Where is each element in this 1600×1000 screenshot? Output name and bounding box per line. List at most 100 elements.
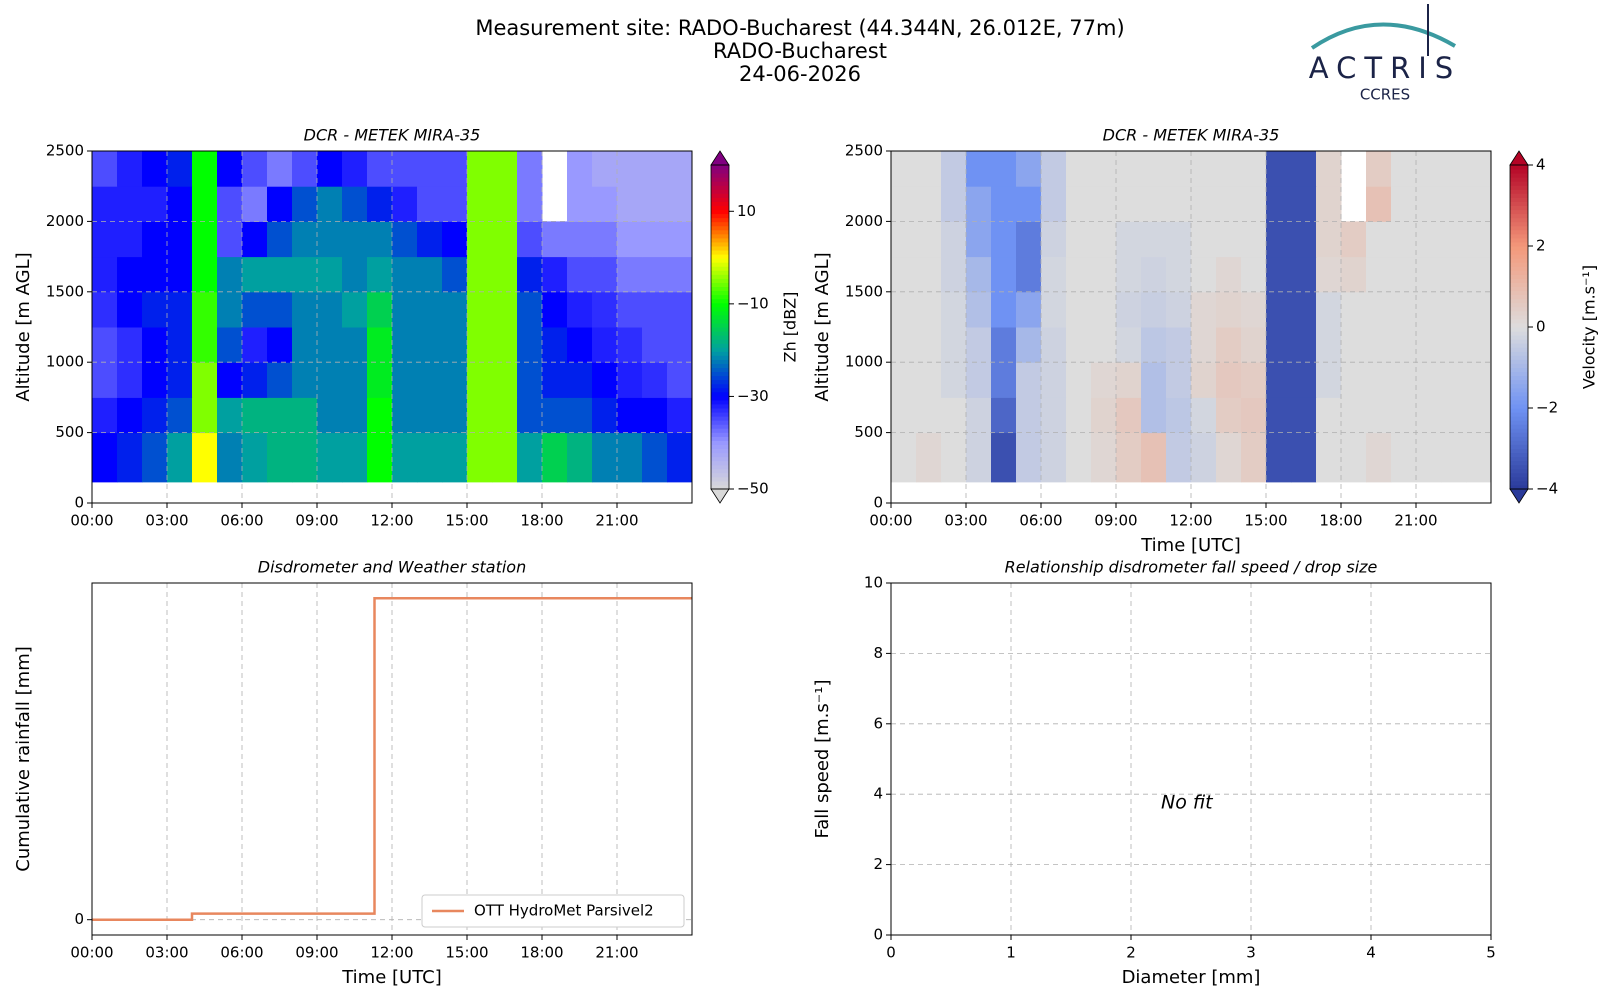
heat-cell (92, 186, 118, 222)
plot-area (891, 583, 1491, 935)
colorbar-segment (1510, 412, 1528, 417)
heat-cell (142, 362, 168, 398)
colorbar-segment (1510, 322, 1528, 328)
heat-cell (1191, 397, 1217, 434)
heat-cell (167, 432, 193, 483)
heat-cell (592, 221, 618, 258)
heat-cell (1291, 291, 1317, 328)
heat-cell (567, 327, 593, 363)
heat-cell (667, 432, 693, 483)
colorbar-segment (1510, 225, 1528, 231)
heat-cell (167, 221, 193, 258)
heat-cell (242, 327, 268, 363)
heat-cell (1141, 432, 1167, 483)
heat-cell (991, 151, 1017, 187)
y-tick-label: 0 (74, 494, 84, 512)
colorbar-segment (1510, 185, 1528, 190)
heat-cell (1016, 432, 1042, 483)
heat-cell (567, 291, 593, 328)
heat-cell (1191, 432, 1217, 483)
colorbar-segment (711, 229, 729, 235)
heat-cell (617, 291, 643, 328)
colorbar-segment (711, 258, 729, 263)
heat-cell (542, 432, 568, 483)
x-tick-label: 03:00 (944, 512, 987, 530)
y-tick-label: 4 (873, 785, 883, 803)
heat-cell (1441, 362, 1467, 398)
heat-cell (1091, 291, 1117, 328)
heat-cell (192, 362, 218, 398)
heat-cell (1116, 151, 1142, 187)
heat-cell (492, 432, 518, 483)
heat-cell (1091, 221, 1117, 258)
heat-cell (1316, 327, 1342, 363)
x-tick-label: 18:00 (520, 512, 563, 530)
colorbar-segment (711, 424, 729, 429)
heat-cell (292, 397, 318, 434)
heat-cell (417, 151, 443, 187)
heat-cell (642, 291, 668, 328)
panel: OTT HydroMet Parsivel2 00:00 03:00 06:00 09:… (13, 558, 693, 988)
heat-cell (317, 327, 343, 363)
heat-cell (1266, 362, 1292, 398)
colorbar-segment (711, 448, 729, 454)
heat-cell (1016, 186, 1042, 222)
colorbar-segment (711, 395, 729, 401)
colorbar-segment (711, 225, 729, 231)
colorbar-segment (1510, 306, 1528, 312)
heat-cell (1166, 362, 1192, 398)
heat-cell (542, 327, 568, 363)
heat-cell (1316, 221, 1342, 258)
heat-cell (242, 151, 268, 187)
heat-cell (642, 327, 668, 363)
heat-cell (242, 221, 268, 258)
x-tick-label: 15:00 (445, 512, 488, 530)
colorbar-segment (1510, 436, 1528, 441)
heat-cell (966, 151, 992, 187)
heat-cell (417, 362, 443, 398)
heat-cell (991, 362, 1017, 398)
heat-cell (991, 432, 1017, 483)
heat-cell (567, 397, 593, 434)
colorbar-tick-label: −30 (737, 387, 769, 405)
heat-cell (1066, 327, 1092, 363)
heat-cell (1466, 291, 1492, 328)
colorbar-segment (711, 250, 729, 255)
colorbar-segment (1510, 468, 1528, 474)
y-tick-label: 1000 (845, 353, 883, 371)
colorbar-segment (1510, 217, 1528, 223)
logo-arc (1310, 22, 1457, 50)
heat-cell (1091, 186, 1117, 222)
heat-cell (242, 186, 268, 222)
y-axis-label: Altitude [m AGL] (812, 252, 833, 401)
colorbar-segment (1510, 318, 1528, 324)
heat-cell (592, 397, 618, 434)
colorbar-segment (1510, 355, 1528, 360)
colorbar-segment (1510, 379, 1528, 385)
heat-cell (367, 397, 393, 434)
heat-cell (192, 397, 218, 434)
heat-cell (1066, 186, 1092, 222)
colorbar-segment (1510, 290, 1528, 296)
colorbar-extend-bottom (1509, 488, 1529, 504)
heat-cell (167, 397, 193, 434)
y-tick-label: 8 (873, 644, 883, 662)
heat-cell (667, 291, 693, 328)
colorbar-segment (711, 189, 729, 194)
colorbar-segment (1510, 205, 1528, 211)
heat-cell (267, 291, 293, 328)
heat-cell (667, 397, 693, 434)
heat-cell (1316, 291, 1342, 328)
heat-cell (1416, 186, 1442, 222)
heat-cell (367, 362, 393, 398)
heat-cell (1216, 151, 1242, 187)
heat-cell (1066, 362, 1092, 398)
x-tick-label: 15:00 (445, 944, 488, 962)
heat-cell (891, 327, 917, 363)
colorbar-segment (711, 237, 729, 243)
logo: ACTRIS CCRES (1309, 4, 1457, 104)
colorbar-segment (711, 412, 729, 417)
colorbar-segment (1510, 241, 1528, 247)
heat-cell (1266, 327, 1292, 363)
